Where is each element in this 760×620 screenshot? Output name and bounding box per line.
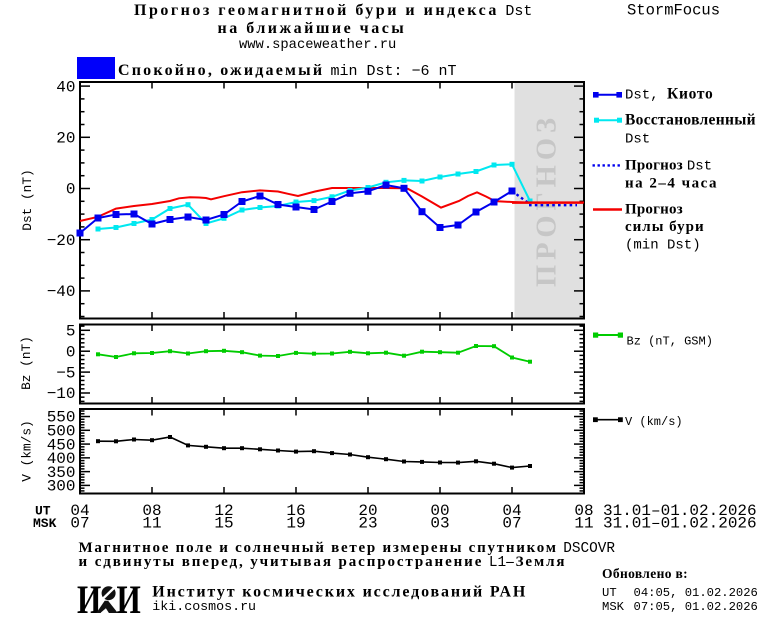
svg-text:Прогноз геомагнитной бури и ин: Прогноз геомагнитной бури и индекса Dst: [134, 2, 532, 20]
svg-text:07:05, 01.02.2026: 07:05, 01.02.2026: [634, 600, 758, 614]
svg-text:04: 04: [502, 502, 521, 520]
svg-text:31.01–01.02.2026: 31.01–01.02.2026: [603, 502, 757, 520]
svg-text:16: 16: [286, 502, 305, 520]
svg-text:Прогноз Dst: Прогноз Dst: [625, 158, 712, 175]
svg-text:Спокойно, ожидаемый min Dst: −: Спокойно, ожидаемый min Dst: −6 nT: [118, 62, 456, 80]
svg-text:на ближайшие часы: на ближайшие часы: [218, 20, 407, 37]
svg-text:V (km/s): V (km/s): [625, 415, 683, 429]
svg-text:07: 07: [502, 515, 521, 533]
svg-text:Dst: Dst: [625, 131, 650, 147]
svg-text:Прогноз: Прогноз: [625, 201, 683, 217]
svg-text:Bz (nT): Bz (nT): [19, 336, 34, 390]
svg-text:(min Dst): (min Dst): [625, 238, 701, 254]
svg-text:11: 11: [574, 515, 593, 533]
svg-text:−5: −5: [56, 364, 75, 382]
svg-text:23: 23: [358, 515, 377, 533]
svg-text:ПРОГНОЗ: ПРОГНОЗ: [532, 113, 563, 287]
svg-text:03: 03: [430, 515, 449, 533]
svg-text:Магнитное поле и солнечный вет: Магнитное поле и солнечный ветер измерен…: [79, 540, 616, 557]
svg-text:И: И: [77, 577, 101, 620]
svg-text:0: 0: [66, 181, 76, 199]
svg-text:40: 40: [56, 78, 75, 96]
svg-text:Dst, Киото: Dst, Киото: [625, 86, 713, 104]
svg-text:и сдвинуты вперед, учитывая ра: и сдвинуты вперед, учитывая распростране…: [79, 554, 567, 571]
svg-text:MSK: MSK: [33, 516, 57, 531]
svg-text:07: 07: [70, 515, 89, 533]
svg-text:550: 550: [47, 409, 76, 427]
svg-text:500: 500: [47, 423, 76, 441]
svg-text:400: 400: [47, 450, 76, 468]
svg-text:силы бури: силы бури: [625, 219, 705, 235]
svg-text:UT: UT: [35, 504, 51, 519]
svg-text:450: 450: [47, 436, 76, 454]
svg-text:300: 300: [47, 478, 76, 496]
svg-text:MSK: MSK: [602, 600, 625, 614]
svg-text:−10: −10: [47, 385, 76, 403]
svg-text:15: 15: [214, 515, 233, 533]
svg-text:Bz (nT, GSM): Bz (nT, GSM): [627, 335, 713, 349]
svg-text:Восстановленный: Восстановленный: [625, 112, 756, 129]
svg-text:Институт космических исследова: Институт космических исследований РАН: [152, 584, 527, 601]
svg-text:08: 08: [142, 502, 161, 520]
svg-text:08: 08: [574, 502, 593, 520]
svg-text:19: 19: [286, 515, 305, 533]
svg-text:И: И: [117, 577, 141, 620]
svg-text:20: 20: [56, 130, 75, 148]
svg-text:−40: −40: [47, 283, 76, 301]
svg-text:31.01–01.02.2026: 31.01–01.02.2026: [603, 515, 757, 533]
svg-text:www.spaceweather.ru: www.spaceweather.ru: [239, 37, 396, 53]
svg-text:11: 11: [142, 515, 161, 533]
svg-text:20: 20: [358, 502, 377, 520]
svg-text:−20: −20: [47, 232, 76, 250]
svg-text:iki.cosmos.ru: iki.cosmos.ru: [152, 599, 256, 614]
svg-text:00: 00: [430, 502, 449, 520]
svg-text:0: 0: [66, 343, 76, 361]
svg-text:04:05, 01.02.2026: 04:05, 01.02.2026: [634, 586, 758, 600]
svg-text:V (km/s): V (km/s): [20, 420, 35, 481]
svg-text:350: 350: [47, 464, 76, 482]
svg-text:04: 04: [70, 502, 89, 520]
svg-text:UT: UT: [602, 586, 617, 600]
svg-text:Dst (nT): Dst (nT): [20, 169, 35, 230]
svg-text:5: 5: [66, 323, 76, 341]
svg-text:Обновлено в:: Обновлено в:: [602, 566, 688, 581]
svg-text:12: 12: [214, 502, 233, 520]
svg-text:StormFocus: StormFocus: [627, 2, 720, 20]
svg-text:на 2–4 часа: на 2–4 часа: [625, 175, 718, 191]
